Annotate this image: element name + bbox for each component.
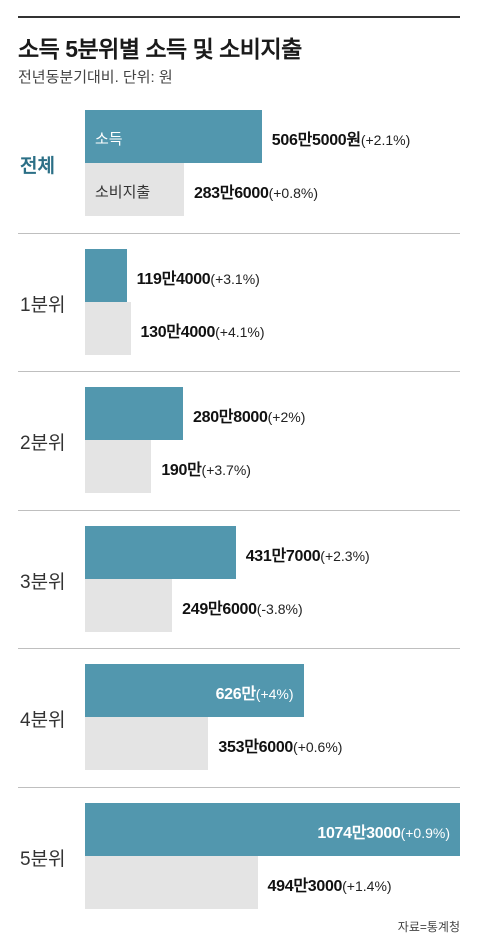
- value-change: (+4.1%): [215, 323, 265, 340]
- category-label: 1분위: [20, 294, 66, 316]
- value-change: (+4%): [255, 686, 294, 703]
- legend-spending: 소비지출: [95, 184, 151, 201]
- top-rule: [18, 16, 460, 18]
- income-bar: [85, 803, 460, 856]
- value-amount: 431만7000: [245, 547, 321, 565]
- data-label: 119만4000(+3.1%): [137, 265, 260, 289]
- group-separator: [18, 232, 460, 234]
- data-label: 190만(+3.7%): [161, 456, 251, 480]
- income-bar: [85, 110, 262, 163]
- chart-title: 소득 5분위별 소득 및 소비지출: [18, 36, 302, 62]
- data-label: 130만4000(+4.1%): [141, 318, 265, 342]
- category-label: 5분위: [20, 849, 66, 870]
- income-bar: [85, 248, 127, 302]
- value-change: (+2%): [267, 409, 306, 426]
- income-bar: [85, 664, 304, 718]
- data-label: 494만3000(+1.4%): [268, 872, 392, 896]
- group-separator: [18, 509, 460, 511]
- category-label: 3분위: [20, 571, 66, 593]
- data-label: 1074만3000(+0.9%): [317, 819, 450, 843]
- value-amount: 353만6000: [218, 739, 294, 757]
- value-amount: 130만4000: [140, 323, 216, 341]
- category-label: 2분위: [20, 433, 66, 455]
- spending-bar: [85, 578, 173, 632]
- chart-subtitle: 전년동분기대비. 단위: 원: [18, 69, 173, 86]
- value-change: (+2.3%): [320, 547, 370, 564]
- income-bar: [85, 525, 236, 579]
- value-change: (+0.8%): [268, 185, 319, 201]
- group-separator: [18, 787, 460, 788]
- group-separator: [18, 371, 460, 373]
- value-change: (+3.1%): [210, 270, 260, 287]
- spending-bar: [85, 301, 131, 355]
- value-amount: 1074만3000: [317, 825, 401, 842]
- value-amount: 119만4000: [136, 270, 211, 288]
- spending-bar: [85, 856, 258, 909]
- data-label: 249만6000(-3.8%): [182, 595, 303, 619]
- spending-bar: [85, 163, 184, 216]
- source-note: 자료=통계청: [397, 920, 460, 934]
- value-change: (+0.9%): [400, 825, 450, 841]
- spending-bar: [85, 440, 152, 494]
- data-label: 280만8000(+2%): [193, 403, 305, 427]
- value-amount: 494만3000: [267, 878, 343, 895]
- data-label: 431만7000(+2.3%): [246, 542, 370, 566]
- value-change: (+2.1%): [360, 132, 411, 148]
- category-label: 전체: [20, 156, 55, 177]
- group-separator: [18, 648, 460, 650]
- legend-income: 소득: [95, 131, 123, 148]
- value-amount: 190만: [161, 462, 202, 480]
- value-amount: 283만6000: [193, 185, 269, 202]
- data-label: 506만5000원(+2.1%): [272, 126, 410, 150]
- value-amount: 249만6000: [182, 600, 257, 618]
- value-change: (+1.4%): [342, 878, 392, 894]
- value-change: (+0.6%): [293, 739, 343, 756]
- value-amount: 280만8000: [193, 409, 268, 427]
- data-label: 283만6000(+0.8%): [194, 179, 318, 203]
- value-amount: 626만: [215, 686, 257, 704]
- data-label: 353만6000(+0.6%): [218, 733, 342, 757]
- income-bar: [85, 387, 184, 441]
- value-amount: 506만5000원: [271, 132, 361, 149]
- spending-bar: [85, 717, 209, 771]
- value-change: (+3.7%): [201, 462, 251, 479]
- category-label: 4분위: [20, 710, 66, 732]
- data-label: 626만(+4%): [216, 680, 294, 704]
- value-change: (-3.8%): [256, 600, 303, 617]
